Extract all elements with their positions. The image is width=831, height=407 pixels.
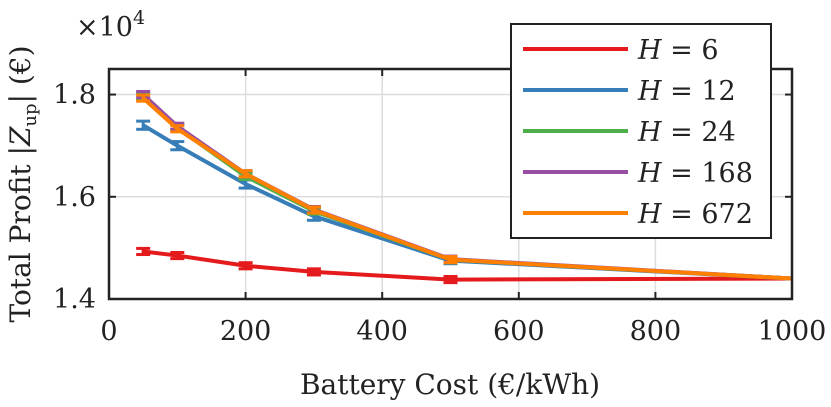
series-line	[141, 96, 793, 281]
series-line	[142, 249, 793, 282]
error-bar	[306, 267, 321, 277]
x-tick-label: 0	[100, 316, 117, 347]
error-bar	[170, 140, 185, 152]
legend: H = 6 H = 12 H = 24 H = 168 H = 672	[510, 23, 772, 239]
axis-ticks: 0 200 400 600 800 1000 1.4 1.6 1.8	[53, 69, 826, 347]
legend-label: H = 672	[637, 199, 753, 230]
series-layer	[136, 89, 793, 285]
legend-label: H = 6	[637, 35, 719, 66]
error-bar	[136, 119, 151, 131]
legend-label: H = 24	[637, 117, 736, 148]
error-bar	[238, 169, 253, 179]
x-tick-label: 800	[630, 316, 682, 347]
series-672	[136, 93, 793, 281]
legend-label: H = 168	[637, 158, 753, 189]
error-bar	[238, 261, 253, 271]
error-bar	[170, 124, 185, 134]
series-6	[136, 246, 793, 285]
y-tick-label: 1.8	[53, 80, 96, 111]
y-axis-label: Total Profit |Zup| (€)	[4, 45, 41, 322]
error-bar	[306, 205, 321, 215]
y-exponent: ×104	[76, 7, 145, 43]
error-bar	[238, 178, 253, 190]
error-bar	[170, 250, 185, 261]
error-bar	[443, 275, 458, 285]
x-tick-label: 200	[220, 316, 272, 347]
x-tick-label: 1000	[758, 316, 827, 347]
plot-frame	[107, 67, 794, 301]
error-bar	[136, 93, 151, 103]
error-bar	[443, 255, 458, 265]
x-tick-label: 600	[493, 316, 545, 347]
error-bar	[136, 246, 151, 257]
y-tick-label: 1.4	[53, 284, 96, 315]
y-tick-label: 1.6	[53, 182, 96, 213]
legend-label: H = 12	[637, 76, 736, 107]
x-axis-label: Battery Cost (€/kWh)	[300, 368, 600, 401]
x-tick-label: 400	[356, 316, 408, 347]
